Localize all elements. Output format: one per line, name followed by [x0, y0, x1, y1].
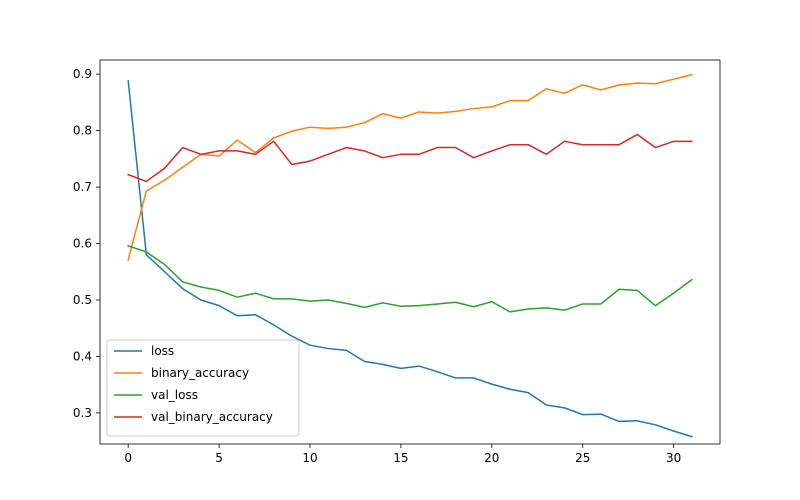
legend: loss binary_accuracy val_loss val_binary_ac…	[106, 339, 300, 437]
y-tick-label: 0.4	[73, 349, 92, 363]
x-tick-label: 15	[393, 451, 408, 465]
x-axis: 0 5 10 15 20 25 30	[124, 444, 681, 465]
y-tick-label: 0.3	[73, 406, 92, 420]
legend-label-loss: loss	[151, 344, 174, 358]
x-tick-label: 30	[666, 451, 681, 465]
x-tick-label: 20	[484, 451, 499, 465]
y-axis: 0.3 0.4 0.5 0.6 0.7 0.8 0.9	[73, 67, 100, 420]
plot-frame	[99, 59, 721, 445]
series-line-loss	[127, 80, 693, 438]
x-tick-label: 10	[302, 451, 317, 465]
y-tick-label: 0.8	[73, 124, 92, 138]
y-tick-label: 0.9	[73, 67, 92, 81]
y-tick-label: 0.5	[73, 293, 92, 307]
legend-box	[106, 339, 300, 437]
x-tick-label: 0	[124, 451, 132, 465]
y-tick-label: 0.7	[73, 180, 92, 194]
legend-label-val-loss: val_loss	[151, 388, 198, 402]
x-tick-label: 25	[575, 451, 590, 465]
x-tick-label: 5	[215, 451, 223, 465]
legend-label-val-binary-accuracy: val_binary_accuracy	[151, 410, 273, 424]
plot-area	[127, 73, 693, 438]
legend-label-binary-accuracy: binary_accuracy	[151, 366, 249, 380]
series-line-val-binary-accuracy	[127, 133, 693, 183]
series-line-val-loss	[127, 244, 693, 313]
y-tick-label: 0.6	[73, 237, 92, 251]
series-line-binary-accuracy	[127, 73, 693, 261]
